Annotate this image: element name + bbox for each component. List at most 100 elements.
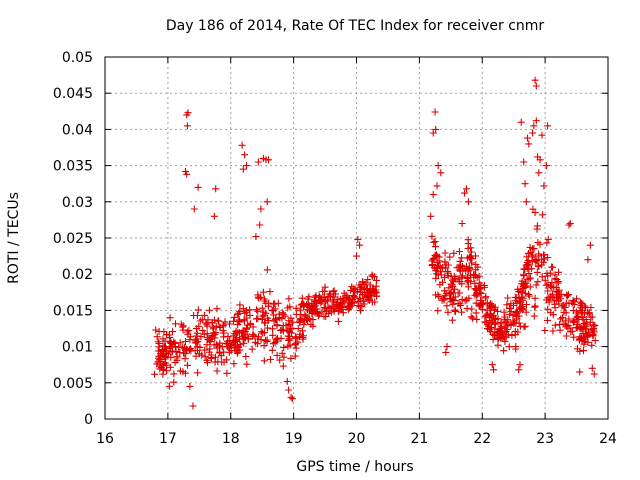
data-point (557, 290, 565, 298)
data-point (573, 295, 580, 303)
data-point (360, 281, 368, 289)
data-point (285, 386, 293, 394)
data-point (324, 293, 332, 301)
data-point (259, 312, 267, 320)
data-point (494, 328, 501, 336)
data-point (252, 233, 260, 241)
data-point (567, 328, 575, 336)
data-point (219, 327, 227, 334)
data-point (483, 299, 491, 307)
data-point (364, 276, 372, 284)
data-point (281, 312, 289, 320)
data-point (562, 332, 570, 340)
data-point (274, 334, 281, 342)
data-point (521, 180, 529, 188)
data-point (429, 191, 437, 199)
data-point (553, 287, 561, 295)
data-point (484, 321, 492, 329)
data-point (505, 343, 513, 351)
data-point (296, 319, 304, 327)
data-point (532, 117, 540, 125)
data-point (268, 306, 276, 314)
data-point (371, 288, 379, 296)
data-point (369, 272, 377, 280)
data-point (182, 338, 189, 345)
data-point (255, 294, 263, 302)
data-point (535, 250, 543, 258)
data-point (437, 271, 445, 279)
data-point (436, 263, 444, 271)
data-point (176, 349, 184, 356)
data-point (538, 273, 546, 281)
data-point (280, 344, 288, 352)
data-point (263, 266, 271, 274)
data-point (272, 316, 280, 324)
data-point (458, 308, 466, 316)
data-point (198, 316, 206, 324)
data-point (450, 249, 458, 257)
data-point (168, 347, 176, 355)
data-point (203, 341, 211, 349)
data-point (565, 315, 573, 323)
data-point (210, 212, 218, 220)
data-point (183, 328, 191, 336)
data-point (463, 296, 471, 304)
data-point (472, 309, 480, 317)
data-point (516, 322, 524, 330)
data-point (531, 76, 539, 84)
data-point (449, 289, 457, 297)
data-point (269, 311, 277, 319)
y-tick-labels: 0 0.005 0.01 0.015 0.02 0.025 0.03 0.035 0.04 0.0… (53, 50, 93, 428)
data-point (449, 300, 457, 308)
data-point (197, 333, 205, 341)
data-point (535, 169, 543, 177)
data-point (445, 284, 453, 292)
data-point (315, 312, 322, 320)
data-point (210, 341, 218, 349)
data-point (284, 342, 292, 350)
data-point (533, 268, 541, 276)
data-point (546, 294, 554, 302)
data-point (201, 311, 208, 319)
data-point (183, 170, 191, 178)
data-point (551, 300, 559, 308)
data-point (283, 377, 291, 385)
data-point (566, 220, 574, 227)
data-point (206, 345, 214, 353)
data-point (588, 364, 596, 372)
data-point (559, 314, 566, 322)
data-point (482, 294, 489, 302)
data-point (282, 322, 290, 330)
data-point (432, 267, 440, 275)
data-point (184, 361, 191, 369)
data-point (509, 311, 517, 319)
data-point (242, 353, 250, 360)
data-point (304, 314, 312, 322)
data-point (221, 318, 229, 326)
data-point (199, 326, 207, 334)
y-tick-label: 0.01 (62, 340, 93, 356)
data-point (166, 363, 174, 371)
data-point (269, 331, 277, 339)
data-point (481, 313, 489, 321)
data-point (432, 291, 440, 299)
data-point (500, 308, 508, 316)
data-point (570, 333, 578, 341)
data-point (260, 311, 268, 319)
data-point (578, 300, 586, 308)
data-point (368, 271, 376, 279)
data-point (266, 288, 274, 296)
data-point (254, 315, 262, 323)
data-point (541, 327, 549, 334)
data-point (428, 232, 436, 240)
data-point (308, 309, 316, 317)
data-point (292, 333, 300, 341)
data-point (253, 306, 260, 314)
data-point (165, 382, 173, 390)
data-point (192, 352, 200, 360)
data-point (433, 259, 441, 267)
data-point (300, 321, 308, 329)
data-point (531, 256, 539, 264)
data-point (507, 321, 515, 328)
data-point (520, 158, 528, 166)
